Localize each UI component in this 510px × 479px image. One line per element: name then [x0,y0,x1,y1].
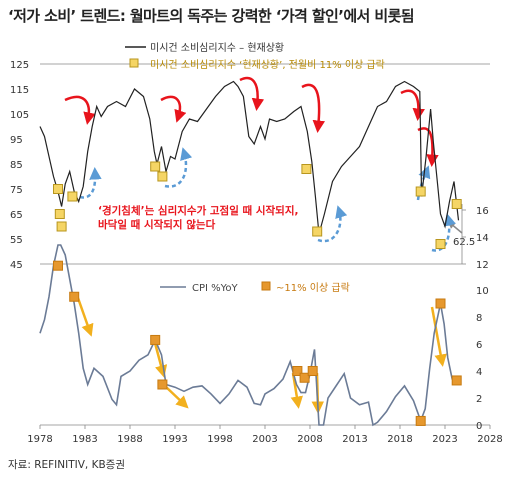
x-tick-2003: 2003 [252,434,277,445]
annotation-line-2: 바닥일 때 시작되지 않는다 [98,218,216,231]
y-tick-right-16: 16 [476,206,489,217]
x-tick-1988: 1988 [117,434,142,445]
source-note: 자료: REFINITIV, KB증권 [8,459,125,471]
y-tick-left-85: 85 [10,160,23,171]
legend-cpi: CPI %YoY [192,283,239,294]
y-tick-bottom-6: 6 [476,340,482,351]
orange-arrow-3 [164,385,189,409]
last-value-arrow [447,221,463,234]
y-tick-left-55: 55 [10,235,23,246]
sentiment-drop-marker [415,186,426,197]
annotation-line-1: ‘경기침체’는 심리지수가 고점일 때 시작되지, [98,204,298,217]
orange-arrow-2 [153,342,168,378]
y-tick-bottom-4: 4 [476,367,482,378]
y-tick-left-105: 105 [10,110,29,121]
x-tick-1983: 1983 [72,434,97,445]
cpi-drop-marker [415,415,426,426]
red-arrow-5 [400,89,425,121]
cpi-drop-marker [69,291,80,302]
blue-arrow-3 [317,205,348,243]
y-tick-left-45: 45 [10,260,23,271]
y-tick-left-75: 75 [10,185,23,196]
last-value-label: 62.5 [453,237,475,248]
sentiment-drop-marker [56,221,67,232]
cpi-drop-marker [451,375,462,386]
orange-arrow-1 [76,297,94,337]
cpi-drop-marker [53,260,63,271]
x-tick-2028: 2028 [477,434,502,445]
red-arrow-3 [239,76,265,111]
blue-arrow-1 [79,167,102,199]
cpi-drop-marker [307,366,318,376]
x-tick-1998: 1998 [207,434,232,445]
y-tick-left-95: 95 [10,135,23,146]
y-tick-bottom-2: 2 [476,394,482,405]
sentiment-drop-marker [451,199,462,209]
cpi-drop-marker [299,372,310,383]
x-tick-2013: 2013 [342,434,367,445]
cpi-drop-marker [292,366,303,376]
sentiment-drop-marker [157,171,168,182]
x-tick-1993: 1993 [162,434,187,445]
sentiment-drop-marker [301,164,312,174]
x-tick-2023: 2023 [432,434,457,445]
y-tick-right-14: 14 [476,233,489,244]
y-tick-left-115: 115 [10,85,29,96]
orange-arrow-6 [430,306,447,367]
red-arrow-1 [64,95,96,125]
sentiment-drop-marker [53,184,63,194]
sentiment-drop-marker [67,191,78,202]
x-tick-2018: 2018 [387,434,412,445]
sentiment-drop-marker [150,161,161,172]
red-arrow-4 [301,83,325,133]
x-tick-2008: 2008 [297,434,322,445]
sentiment-drop-marker [435,239,446,249]
cpi-drop-marker [150,334,161,345]
legend-series-1: 미시건 소비심리지수 – 현재상황 [150,42,284,54]
chart-title: ‘저가 소비’ 트렌드: 월마트의 독주는 강력한 ‘가격 할인’에서 비롯됨 [8,7,415,25]
blue-arrow-2 [164,147,193,188]
y-tick-bottom-8: 8 [476,313,482,324]
sentiment-drop-marker [312,226,323,237]
orange-arrow-4 [290,372,303,409]
blue-arrow-5 [431,213,456,252]
x-tick-1978: 1978 [27,434,52,445]
y-tick-right-12: 12 [476,260,489,271]
y-tick-bottom-0: 0 [476,421,482,432]
legend-cpi-square-marker [261,281,271,291]
sentiment-drop-marker [54,209,65,219]
sentiment-line [39,80,460,235]
cpi-drop-marker [435,298,446,309]
legend-series-2: 미시건 소비심리지수 ‘현재상황’, 전월비 11% 이상 급락 [150,59,385,71]
y-tick-left-65: 65 [10,210,23,221]
legend-square-marker [129,58,139,68]
cpi-line [39,244,458,427]
y-tick-left-125: 125 [10,60,29,71]
cpi-drop-marker [157,379,168,390]
red-arrow-2 [160,95,187,123]
legend-cpi-drop: ~11% 이상 급락 [276,282,350,294]
y-tick-bottom-10: 10 [476,286,489,297]
